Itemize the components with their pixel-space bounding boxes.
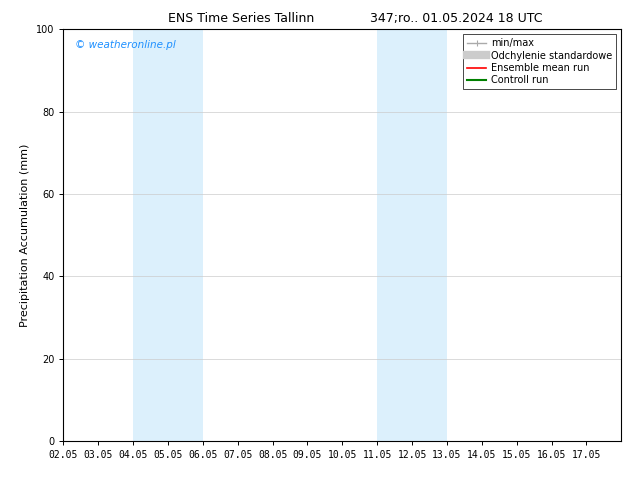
- Bar: [377, 29, 447, 441]
- Text: ENS Time Series Tallinn: ENS Time Series Tallinn: [168, 12, 314, 25]
- Text: © weatheronline.pl: © weatheronline.pl: [75, 40, 176, 49]
- Y-axis label: Precipitation Accumulation (mm): Precipitation Accumulation (mm): [20, 144, 30, 327]
- Legend: min/max, Odchylenie standardowe, Ensemble mean run, Controll run: min/max, Odchylenie standardowe, Ensembl…: [463, 34, 616, 89]
- Bar: [133, 29, 203, 441]
- Text: 347;ro.. 01.05.2024 18 UTC: 347;ro.. 01.05.2024 18 UTC: [370, 12, 543, 25]
